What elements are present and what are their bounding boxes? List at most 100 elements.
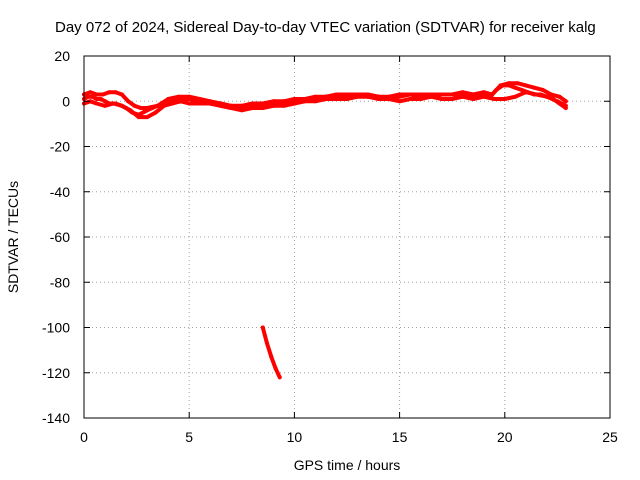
x-tick-label: 0: [80, 429, 88, 445]
data-point: [88, 90, 93, 95]
data-point: [439, 92, 444, 97]
data-point: [178, 99, 183, 104]
data-point: [302, 99, 307, 104]
x-tick-label: 15: [392, 429, 408, 445]
y-tick-label: -20: [50, 139, 70, 155]
data-point: [170, 101, 175, 106]
data-point: [334, 92, 339, 97]
data-point: [98, 97, 103, 101]
data-point: [481, 94, 486, 99]
data-point: [265, 341, 269, 346]
data-point: [418, 92, 423, 97]
data-point: [523, 83, 528, 88]
data-point: [94, 97, 99, 101]
data-point: [187, 94, 192, 99]
y-tick-label: 0: [62, 93, 70, 109]
data-point: [136, 115, 141, 120]
data-point: [260, 101, 265, 106]
data-point: [481, 90, 486, 95]
data-point: [153, 110, 158, 115]
x-axis-label: GPS time / hours: [294, 457, 401, 473]
data-point: [450, 97, 455, 101]
data-point: [250, 101, 255, 106]
x-tick-label: 20: [497, 429, 513, 445]
data-point: [397, 99, 402, 104]
data-point: [532, 85, 537, 90]
data-point: [176, 94, 181, 99]
y-tick-label: -120: [42, 365, 70, 381]
data-point: [498, 83, 503, 88]
data-point: [492, 97, 497, 101]
data-point: [549, 92, 554, 97]
data-point: [113, 90, 118, 95]
data-point: [490, 92, 495, 97]
data-point: [563, 99, 568, 104]
data-point: [208, 101, 213, 106]
data-point: [273, 366, 278, 371]
data-point: [460, 90, 465, 95]
data-point: [277, 375, 282, 380]
grid: [84, 56, 610, 418]
x-tick-label: 5: [185, 429, 193, 445]
data-point: [128, 108, 133, 113]
data-point: [345, 92, 349, 97]
data-point: [515, 81, 520, 86]
data-point: [155, 103, 160, 108]
data-point: [471, 97, 476, 101]
data-point: [334, 97, 339, 101]
data-point: [94, 101, 99, 106]
data-point: [429, 94, 434, 99]
data-point: [502, 97, 507, 101]
data-point: [166, 97, 171, 101]
data-point: [557, 94, 562, 99]
data-point: [439, 97, 444, 101]
data-point: [250, 106, 255, 110]
y-axis-label: SDTVAR / TECUs: [5, 181, 21, 293]
data-point: [418, 97, 423, 101]
data-point: [86, 94, 91, 99]
data-point: [119, 92, 124, 97]
data-point: [229, 106, 234, 110]
data-point: [281, 103, 286, 108]
data-point: [260, 325, 265, 330]
data-point: [471, 92, 476, 97]
data-point: [271, 99, 276, 104]
data-point: [324, 97, 328, 101]
series-layer: [82, 81, 568, 380]
data-point: [197, 101, 202, 106]
data-point: [145, 106, 150, 110]
data-point: [513, 85, 518, 90]
data-point: [544, 94, 549, 99]
data-point: [523, 90, 528, 95]
ticks: 0 5 10 15 20 25 20 0 -20 -40 -60 -80 -100 -120 -140: [42, 48, 618, 445]
data-point: [260, 106, 265, 110]
data-point: [355, 94, 360, 99]
data-point: [460, 94, 465, 99]
data-point: [103, 99, 107, 104]
data-point: [218, 103, 223, 108]
data-point: [119, 103, 124, 108]
data-point: [313, 94, 318, 99]
data-point: [555, 99, 560, 104]
data-point: [563, 103, 568, 108]
data-point: [513, 94, 518, 99]
data-point: [111, 101, 116, 106]
chart-title: Day 072 of 2024, Sidereal Day-to-day VTE…: [55, 19, 596, 36]
data-point: [138, 106, 143, 110]
y-tick-label: -140: [42, 410, 70, 426]
data-point: [239, 108, 244, 113]
data-point: [132, 103, 137, 108]
data-point: [90, 94, 95, 99]
y-tick-label: -60: [50, 229, 70, 245]
data-point: [145, 115, 150, 120]
data-point: [187, 101, 192, 106]
data-point: [281, 99, 286, 104]
x-tick-label: 10: [287, 429, 303, 445]
data-point: [197, 97, 202, 101]
data-point: [397, 92, 402, 97]
data-point: [313, 99, 318, 104]
data-point: [162, 103, 166, 108]
data-point: [408, 97, 413, 101]
x-tick-label: 25: [602, 429, 618, 445]
